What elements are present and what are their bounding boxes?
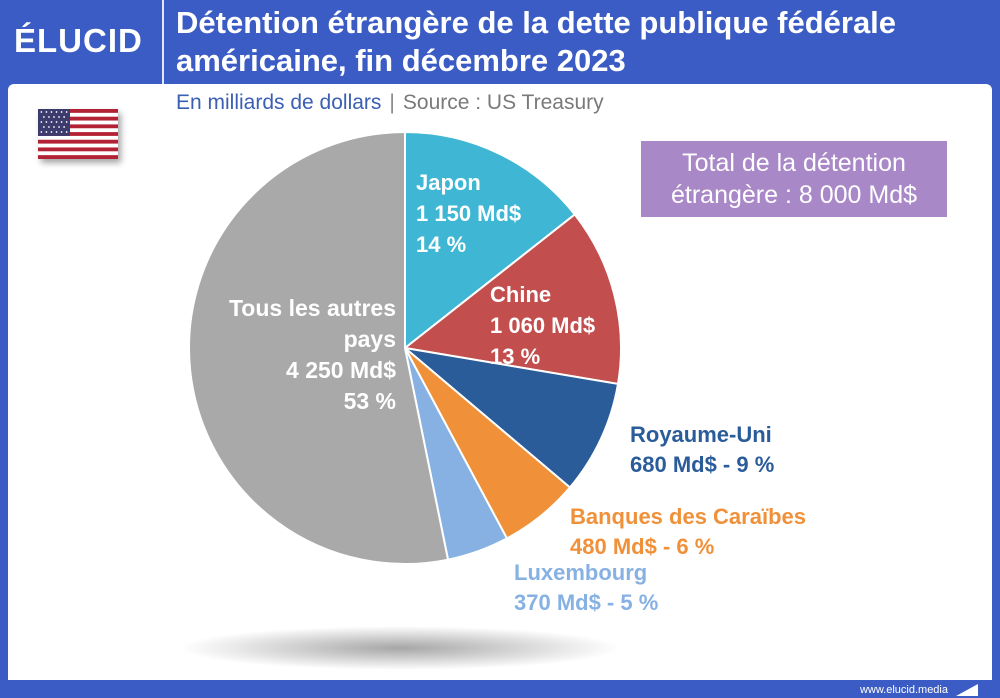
slice-label-japon: Japon	[416, 170, 481, 195]
slice-label-chine: 13 %	[490, 344, 540, 369]
pie-slice-japon	[404, 130, 577, 351]
pie-slice-royaume-uni	[401, 346, 620, 489]
slice-label-banques-des-caraibes: 480 Md$ - 6 %	[570, 534, 714, 559]
slice-label-luxembourg: 370 Md$ - 5 %	[514, 590, 658, 615]
source-label: Source : US Treasury	[402, 91, 604, 114]
slice-label-royaume-uni: 680 Md$ - 9 %	[630, 452, 774, 477]
slice-label-royaume-uni: Royaume-Uni	[630, 422, 772, 447]
slice-label-luxembourg: Luxembourg	[514, 560, 647, 585]
units-label: En milliards de dollars	[176, 91, 382, 114]
pie-slice-chine	[402, 213, 622, 386]
header-divider	[162, 0, 164, 84]
header-bar: ÉLUCID Détention étrangère de la dette p…	[0, 0, 1000, 84]
slice-label-tous-les-autres-pays: 4 250 Md$	[286, 357, 396, 383]
footer-url: www.elucid.media	[859, 684, 948, 696]
subtitle-separator: |	[389, 91, 395, 114]
elucid-mark-icon	[956, 684, 978, 696]
slice-label-japon: 1 150 Md$	[416, 201, 521, 226]
slice-label-tous-les-autres-pays: pays	[344, 326, 396, 352]
pie-shadow	[180, 626, 620, 670]
pie-slice-tous-les-autres-pays	[188, 130, 450, 565]
us-flag-icon	[38, 109, 118, 159]
total-line-1: Total de la détention	[682, 149, 906, 177]
elucid-logo: ÉLUCID	[14, 22, 143, 59]
total-holdings-box: Total de la détention étrangère : 8 000 …	[641, 141, 947, 217]
slice-label-japon: 14 %	[416, 232, 466, 257]
slice-label-chine: 1 060 Md$	[490, 313, 595, 338]
slice-label-banques-des-caraibes: Banques des Caraïbes	[570, 504, 806, 529]
chart-subtitle: En milliards de dollars | Source : US Trea…	[176, 91, 604, 115]
slice-label-chine: Chine	[490, 282, 551, 307]
chart-title: Détention étrangère de la dette publique…	[176, 5, 897, 78]
total-line-2: étrangère : 8 000 Md$	[671, 181, 917, 209]
slice-label-tous-les-autres-pays: 53 %	[344, 388, 396, 414]
slice-label-tous-les-autres-pays: Tous les autres	[229, 295, 396, 321]
